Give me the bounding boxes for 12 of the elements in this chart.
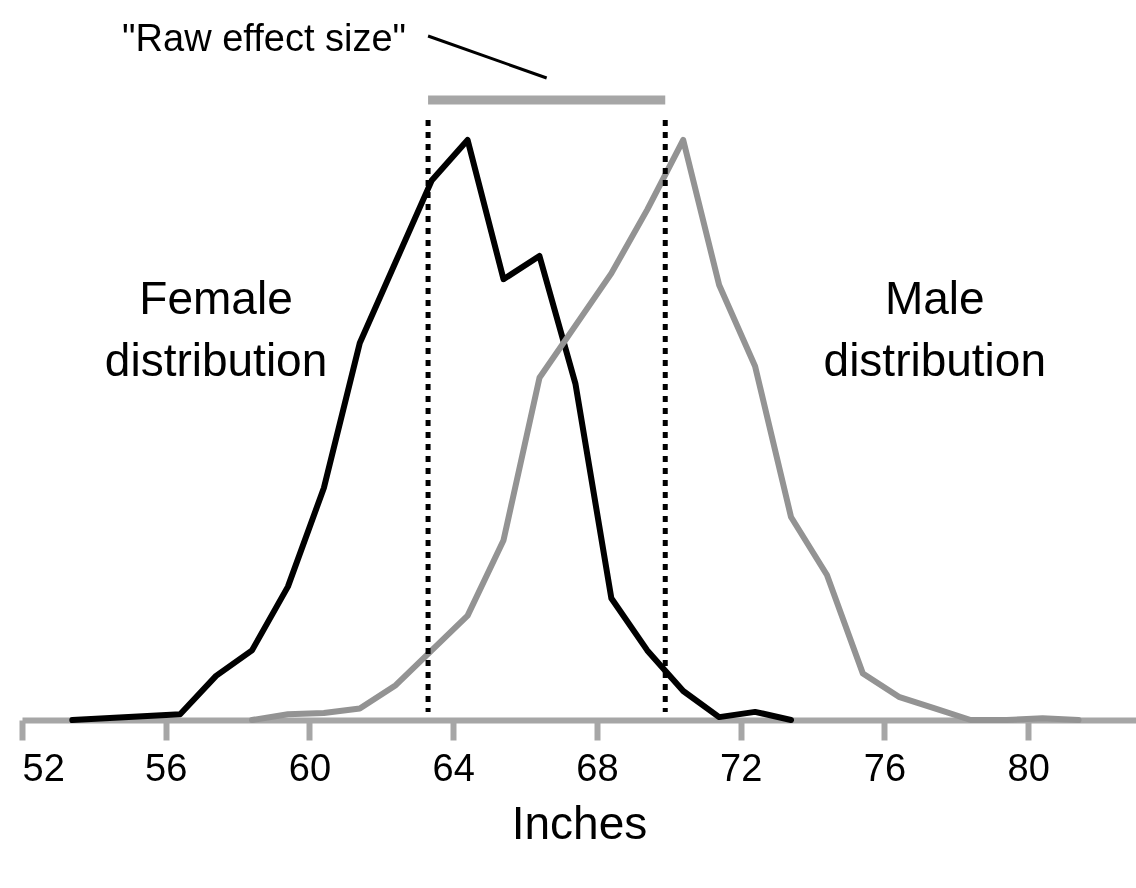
x-tick-label: 52: [22, 746, 65, 789]
x-tick-label: 80: [1007, 746, 1050, 789]
x-tick-label: 72: [720, 746, 763, 789]
series-label: Female distribution: [104, 272, 328, 386]
x-axis-title: Inches: [511, 796, 648, 849]
x-tick-label: 56: [145, 746, 188, 789]
text: "Raw effect size": [122, 17, 407, 59]
x-tick-label: 76: [863, 746, 907, 789]
x-tick-label: 68: [576, 746, 619, 789]
x-tick-label: 64: [432, 746, 475, 789]
x-tick-label: 60: [288, 746, 332, 789]
series-label: Male distribution: [823, 272, 1046, 386]
